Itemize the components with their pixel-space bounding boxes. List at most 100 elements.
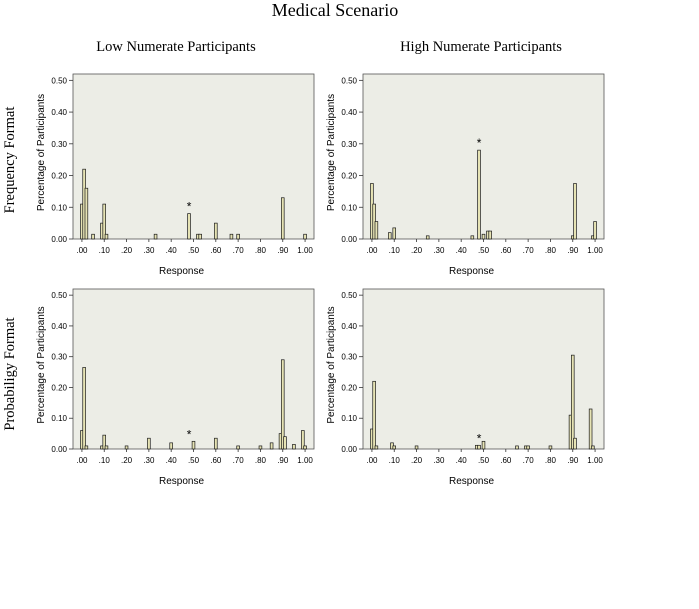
x-tick-label: .90: [567, 246, 579, 255]
star-annotation: *: [187, 427, 192, 441]
bar: [91, 233, 95, 240]
x-tick-label: 1.00: [587, 246, 603, 255]
bar: [147, 437, 151, 450]
plot-area: [72, 73, 315, 240]
bar: [425, 235, 430, 240]
bar: [515, 445, 519, 450]
bar: [104, 445, 109, 450]
x-tick-label: .20: [411, 456, 423, 465]
plot-area: [72, 288, 315, 450]
bar: [124, 445, 129, 450]
y-axis-label: Percentage of Participants: [36, 94, 47, 211]
bar: [258, 445, 263, 450]
x-tick-label: .00: [366, 456, 378, 465]
column-header-high: High Numerate Participants: [400, 39, 562, 55]
bar: [591, 445, 595, 450]
bar: [477, 444, 481, 450]
x-tick-label: .80: [545, 246, 557, 255]
y-axis-label: Percentage of Participants: [326, 94, 337, 211]
x-tick-label: .20: [121, 456, 133, 465]
bar: [388, 232, 392, 240]
x-tick-label: .50: [188, 456, 200, 465]
bar: [236, 445, 240, 450]
x-tick-label: .30: [433, 246, 445, 255]
y-tick-label: 0.10: [341, 203, 357, 212]
y-tick-label: 0.40: [341, 108, 357, 117]
plot-area: [362, 288, 605, 450]
bar: [593, 221, 597, 240]
x-tick-label: 1.00: [297, 246, 313, 255]
bar: [571, 354, 575, 450]
x-tick-label: .90: [567, 456, 579, 465]
x-tick-label: .70: [523, 246, 535, 255]
bar: [169, 442, 173, 450]
y-tick-label: 0.00: [51, 445, 67, 454]
bar: [301, 430, 305, 450]
y-tick-label: 0.20: [341, 383, 357, 392]
x-tick-label: .70: [233, 246, 245, 255]
y-tick-label: 0.30: [341, 140, 357, 149]
bar: [481, 440, 486, 450]
column-header-low: Low Numerate Participants: [96, 39, 256, 55]
bar: [374, 445, 379, 450]
bar: [303, 233, 307, 240]
bar: [481, 233, 486, 240]
row-label-frequency: Frequency Format: [2, 107, 18, 214]
x-tick-label: .40: [166, 246, 178, 255]
plot-area: [362, 73, 605, 240]
bar: [281, 197, 285, 240]
bar: [214, 222, 218, 240]
bar: [102, 434, 106, 450]
bar: [470, 235, 475, 240]
x-tick-label: .70: [233, 456, 245, 465]
x-axis-label: Response: [449, 266, 494, 277]
y-tick-label: 0.10: [51, 414, 67, 423]
x-tick-label: .20: [121, 246, 133, 255]
x-tick-label: .70: [523, 456, 535, 465]
y-tick-label: 0.50: [51, 291, 67, 300]
x-tick-label: .40: [456, 456, 468, 465]
chart-panel-probability-high: 0.00 0.10 0.20 0.30 0.40 0.50 .00 .10 .20 .30 .40.…: [326, 288, 605, 487]
bar: [573, 183, 577, 240]
bar: [372, 380, 376, 450]
bar: [588, 408, 593, 450]
x-tick-label: .40: [166, 456, 178, 465]
bar: [392, 227, 396, 240]
y-tick-label: 0.30: [341, 353, 357, 362]
bar: [283, 436, 287, 450]
x-tick-label: .50: [478, 456, 490, 465]
bar: [303, 445, 307, 450]
bar: [84, 187, 89, 240]
y-tick-label: 0.50: [341, 76, 357, 85]
y-tick-label: 0.10: [341, 414, 357, 423]
bar: [548, 445, 553, 450]
bar: [488, 230, 492, 240]
x-tick-label: .10: [389, 456, 401, 465]
bar: [392, 445, 396, 450]
x-tick-label: 1.00: [587, 456, 603, 465]
x-tick-label: .50: [478, 246, 490, 255]
bar: [236, 233, 240, 240]
x-tick-label: .60: [500, 246, 512, 255]
bar: [198, 233, 202, 240]
x-tick-label: .00: [76, 456, 88, 465]
bar: [281, 359, 285, 450]
y-tick-label: 0.40: [51, 108, 67, 117]
x-tick-label: .10: [389, 246, 401, 255]
bar: [187, 213, 191, 240]
chart-panel-probability-low: 0.00 0.10 0.20 0.30 0.40 0.50 .00 .10 .20 .30 .40.…: [36, 288, 315, 487]
y-tick-label: 0.40: [341, 322, 357, 331]
bar: [292, 444, 296, 450]
y-tick-label: 0.30: [51, 140, 67, 149]
x-tick-label: .30: [143, 246, 155, 255]
bar: [214, 437, 218, 450]
x-axis-label: Response: [159, 476, 204, 487]
bar: [153, 233, 158, 240]
bar: [414, 445, 419, 450]
bar: [573, 437, 577, 450]
chart-panel-frequency-low: 0.00 0.10 0.20 0.30 0.40 0.50 .00 .10 .20 .30 .40.…: [36, 73, 315, 277]
y-tick-label: 0.00: [341, 445, 357, 454]
x-axis-label: Response: [449, 476, 494, 487]
x-tick-label: .90: [277, 456, 289, 465]
bar: [82, 367, 86, 450]
